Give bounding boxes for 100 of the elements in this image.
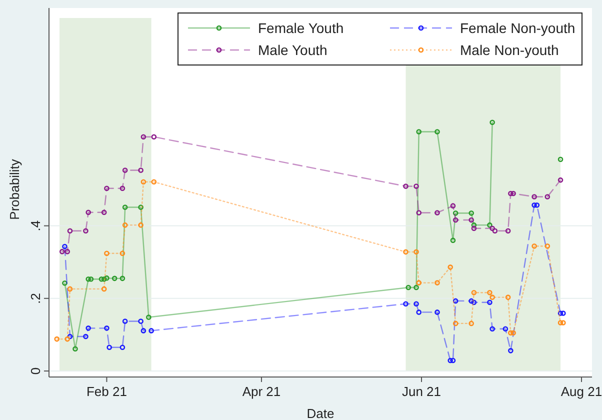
point (510, 190, 516, 196)
point (450, 358, 456, 364)
point (67, 334, 73, 340)
point (101, 276, 107, 282)
point (138, 222, 144, 228)
point (62, 280, 68, 286)
point (140, 328, 146, 334)
point (86, 326, 91, 331)
point (406, 284, 412, 290)
point (434, 310, 440, 315)
point (434, 280, 440, 286)
point (544, 243, 550, 249)
point (403, 301, 408, 306)
point (487, 300, 492, 306)
point (534, 202, 540, 208)
point (148, 328, 154, 334)
point (122, 168, 128, 173)
point (88, 276, 94, 282)
point (532, 202, 537, 208)
point (67, 228, 73, 234)
point (468, 217, 474, 223)
point (468, 320, 474, 326)
point (86, 276, 91, 282)
point (122, 204, 128, 210)
point (452, 298, 458, 304)
point (490, 326, 495, 332)
point (490, 226, 495, 231)
point (434, 210, 440, 216)
point (558, 156, 564, 162)
x-tick-label: Jun 21 (402, 384, 442, 399)
point (140, 134, 146, 140)
point (62, 244, 68, 250)
point (490, 294, 495, 300)
x-tick-label: Apr 21 (242, 384, 281, 399)
point (138, 204, 144, 210)
point (450, 238, 456, 243)
point (104, 250, 110, 256)
y-tick-label: .2 (28, 292, 43, 304)
point (508, 190, 514, 196)
point (414, 284, 419, 290)
point (403, 249, 408, 255)
point (64, 336, 70, 342)
point (112, 276, 118, 282)
point (471, 222, 477, 228)
point (120, 186, 126, 192)
point (122, 318, 128, 324)
point (83, 228, 88, 234)
point (106, 344, 112, 350)
point (98, 276, 104, 282)
point (452, 320, 458, 326)
point (560, 320, 566, 326)
x-tick-label: Feb 21 (86, 384, 127, 399)
point (64, 248, 70, 254)
point (532, 243, 537, 249)
y-tick-label: 0 (28, 367, 43, 375)
point (471, 290, 477, 296)
point (558, 177, 564, 183)
y-axis-title: Probability (7, 158, 22, 220)
point (67, 286, 73, 292)
point (452, 210, 458, 216)
point (416, 280, 422, 286)
point (502, 326, 508, 332)
point (510, 330, 516, 336)
point (138, 318, 144, 324)
point (101, 286, 107, 292)
point (416, 129, 422, 134)
point (487, 290, 492, 296)
point (414, 184, 419, 189)
point (101, 210, 107, 216)
point (416, 310, 422, 315)
point (532, 194, 537, 200)
point (104, 275, 110, 281)
point (448, 358, 453, 364)
point (490, 120, 495, 125)
x-axis-title: Date (306, 406, 334, 420)
point (558, 320, 564, 326)
point (54, 336, 60, 342)
point (72, 346, 78, 352)
point (414, 301, 419, 306)
point (140, 179, 146, 185)
point (508, 348, 514, 354)
point (505, 294, 511, 300)
point (505, 228, 511, 234)
legend-label: Male Youth (258, 42, 328, 58)
point (450, 203, 456, 208)
point (403, 184, 408, 189)
point (468, 298, 474, 304)
point (471, 226, 477, 231)
point (122, 222, 128, 228)
point (544, 194, 550, 200)
point (560, 310, 566, 316)
legend-label: Female Non-youth (460, 20, 576, 36)
point (151, 179, 157, 185)
point (414, 249, 419, 255)
point (120, 250, 126, 256)
legend-label: Female Youth (258, 20, 344, 36)
point (558, 310, 564, 316)
point (452, 217, 458, 223)
legend-label: Male Non-youth (460, 42, 559, 58)
point (471, 300, 477, 306)
